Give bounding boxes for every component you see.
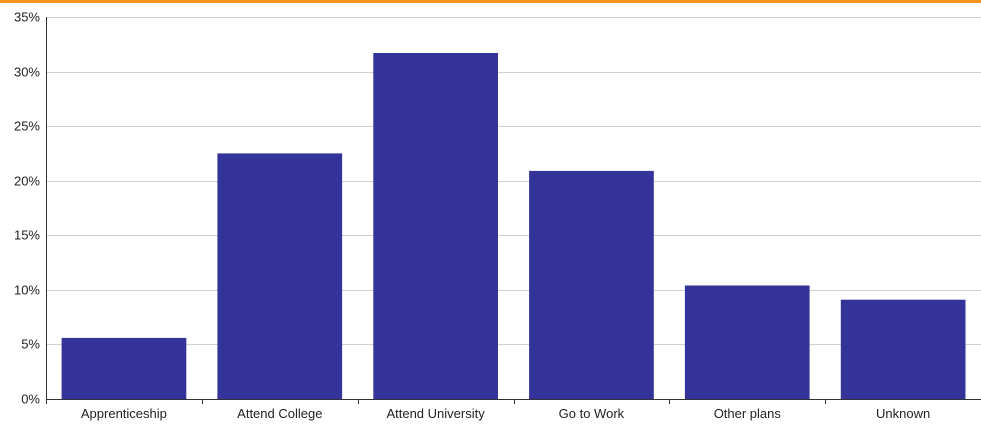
- y-tick-label: 10%: [14, 283, 40, 298]
- axis-layer: [46, 17, 981, 404]
- x-tick-label: Go to Work: [559, 406, 625, 421]
- x-tick-label: Unknown: [876, 406, 930, 421]
- y-tick-label: 25%: [14, 119, 40, 134]
- x-tick-label: Apprenticeship: [81, 406, 167, 421]
- y-tick-label: 5%: [21, 337, 40, 352]
- x-tick-label: Attend College: [237, 406, 322, 421]
- x-axis-ticks: Apprenticeship Attend College Attend Unive…: [81, 406, 930, 421]
- bars-layer: [61, 53, 966, 399]
- y-tick-label: 0%: [21, 392, 40, 407]
- y-tick-label: 15%: [14, 228, 40, 243]
- y-tick-label: 30%: [14, 65, 40, 80]
- bar-attend-university: [373, 53, 498, 399]
- grid-layer: [46, 17, 981, 345]
- bar-other-plans: [684, 285, 810, 399]
- bar-attend-college: [217, 153, 343, 399]
- bar-go-to-work: [529, 170, 654, 399]
- y-tick-label: 35%: [14, 10, 40, 25]
- y-axis-ticks: 0% 5% 10% 15% 20% 25% 30% 35%: [14, 10, 40, 407]
- x-tick-label: Other plans: [714, 406, 782, 421]
- top-accent-rule: [0, 0, 981, 3]
- y-tick-label: 20%: [14, 174, 40, 189]
- bar-unknown: [840, 299, 966, 399]
- x-tick-label: Attend University: [386, 406, 485, 421]
- bar-apprenticeship: [61, 337, 187, 399]
